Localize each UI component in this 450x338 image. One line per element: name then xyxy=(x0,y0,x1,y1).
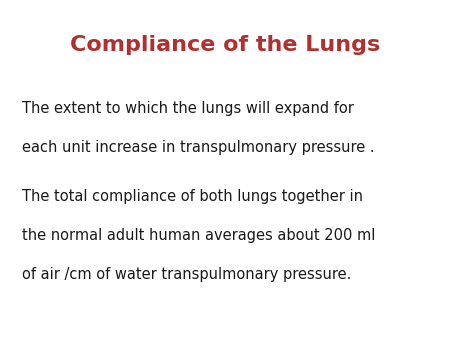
Text: each unit increase in transpulmonary pressure .: each unit increase in transpulmonary pre… xyxy=(22,140,375,155)
Text: Compliance of the Lungs: Compliance of the Lungs xyxy=(70,35,380,55)
Text: the normal adult human averages about 200 ml: the normal adult human averages about 20… xyxy=(22,228,376,243)
Text: of air /cm of water transpulmonary pressure.: of air /cm of water transpulmonary press… xyxy=(22,267,352,282)
Text: The total compliance of both lungs together in: The total compliance of both lungs toget… xyxy=(22,189,364,204)
Text: The extent to which the lungs will expand for: The extent to which the lungs will expan… xyxy=(22,101,355,116)
